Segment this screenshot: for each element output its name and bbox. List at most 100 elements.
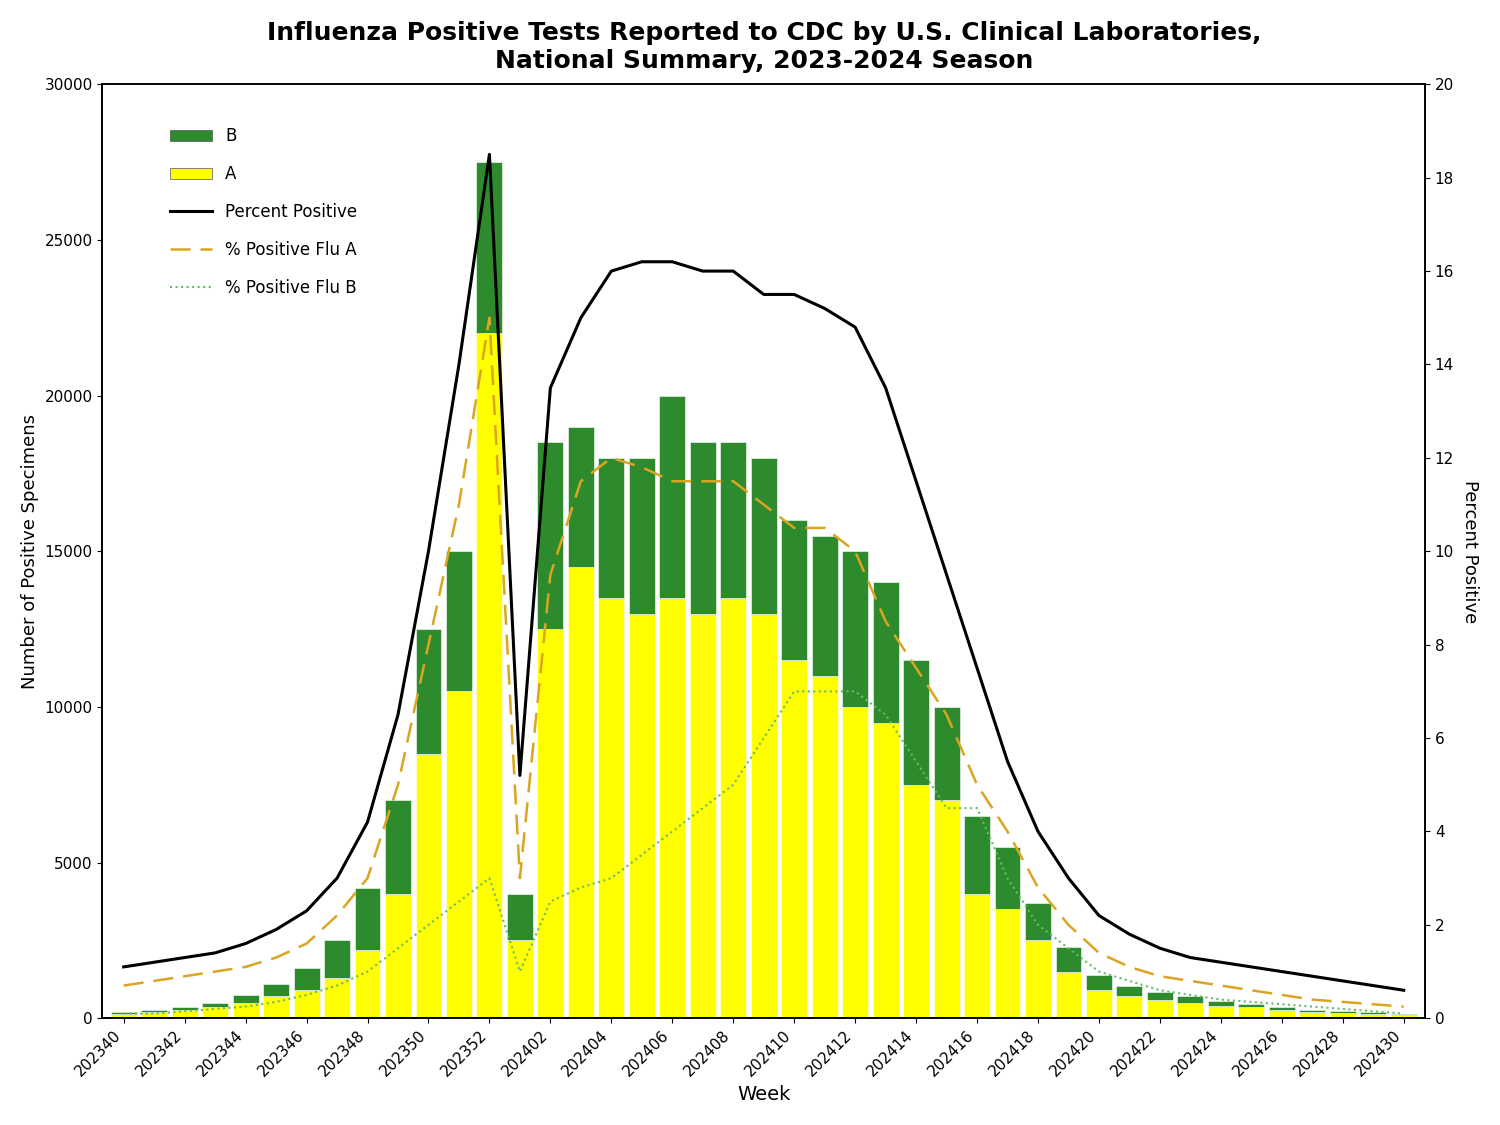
% Positive Flu A — [480, 310, 498, 324]
Percent Positive — [694, 264, 712, 278]
% Positive Flu A — [1212, 979, 1230, 992]
% Positive Flu A — [633, 460, 651, 474]
Bar — [568, 567, 594, 1018]
Legend: B, A, Percent Positive, % Positive Flu A, % Positive Flu B: B, A, Percent Positive, % Positive Flu A… — [164, 120, 364, 304]
% Positive Flu A — [1304, 993, 1322, 1007]
% Positive Flu B — [663, 825, 681, 838]
Bar — [477, 333, 502, 1018]
Bar — [262, 984, 290, 997]
Bar — [111, 1014, 136, 1018]
Bar — [446, 692, 472, 1018]
% Positive Flu A — [1395, 1000, 1413, 1014]
Bar — [720, 442, 746, 598]
% Positive Flu B — [1120, 974, 1138, 988]
Bar — [1299, 1009, 1326, 1012]
% Positive Flu B — [1029, 918, 1047, 931]
Percent Positive — [267, 922, 285, 936]
Bar — [294, 969, 320, 990]
% Positive Flu A — [542, 568, 560, 582]
% Positive Flu A — [1029, 881, 1047, 894]
Percent Positive — [876, 381, 894, 395]
Percent Positive — [1304, 970, 1322, 983]
% Positive Flu B — [480, 872, 498, 885]
% Positive Flu B — [267, 996, 285, 1009]
Bar — [324, 940, 350, 978]
Bar — [1148, 992, 1173, 1000]
% Positive Flu B — [146, 1007, 164, 1020]
% Positive Flu A — [1242, 983, 1260, 997]
Bar — [324, 978, 350, 1018]
Bar — [1390, 1015, 1416, 1018]
Bar — [690, 442, 715, 613]
% Positive Flu A — [237, 960, 255, 973]
Bar — [416, 754, 441, 1018]
% Positive Flu A — [908, 662, 926, 675]
Line: Percent Positive: Percent Positive — [123, 154, 1404, 990]
% Positive Flu B — [1365, 1005, 1383, 1018]
Bar — [903, 785, 928, 1018]
Bar — [1269, 1010, 1294, 1018]
Percent Positive — [846, 321, 864, 334]
Bar — [141, 1012, 166, 1018]
Bar — [628, 613, 656, 1018]
% Positive Flu B — [754, 731, 772, 745]
% Positive Flu A — [1182, 974, 1200, 988]
% Positive Flu A — [114, 979, 132, 992]
% Positive Flu B — [206, 1002, 224, 1016]
Percent Positive — [1242, 960, 1260, 973]
% Positive Flu A — [420, 638, 438, 651]
Bar — [994, 847, 1020, 909]
Bar — [1239, 1004, 1264, 1007]
Bar — [933, 800, 960, 1018]
% Positive Flu B — [297, 988, 315, 1001]
% Positive Flu B — [420, 918, 438, 931]
% Positive Flu B — [237, 1000, 255, 1014]
Bar — [1086, 990, 1112, 1018]
Line: % Positive Flu B: % Positive Flu B — [123, 692, 1404, 1014]
Bar — [752, 458, 777, 613]
Bar — [903, 660, 928, 785]
% Positive Flu A — [816, 521, 834, 534]
Percent Positive — [512, 768, 530, 782]
Bar — [1269, 1007, 1294, 1010]
Percent Positive — [603, 264, 621, 278]
% Positive Flu B — [938, 801, 956, 814]
Y-axis label: Percent Positive: Percent Positive — [1461, 479, 1479, 623]
Bar — [446, 551, 472, 692]
Percent Positive — [1212, 955, 1230, 969]
Bar — [1299, 1012, 1326, 1018]
Bar — [660, 598, 686, 1018]
% Positive Flu B — [908, 755, 926, 768]
Percent Positive — [754, 288, 772, 302]
% Positive Flu A — [206, 965, 224, 979]
Percent Positive — [784, 288, 802, 302]
Bar — [1056, 972, 1082, 1018]
Bar — [232, 994, 258, 1002]
Bar — [964, 816, 990, 893]
% Positive Flu B — [328, 979, 346, 992]
% Positive Flu B — [1212, 993, 1230, 1007]
Percent Positive — [297, 904, 315, 918]
Bar — [660, 396, 686, 598]
% Positive Flu A — [846, 544, 864, 558]
% Positive Flu B — [633, 848, 651, 862]
% Positive Flu B — [1182, 988, 1200, 1001]
% Positive Flu A — [1150, 970, 1168, 983]
% Positive Flu A — [999, 825, 1017, 838]
Bar — [873, 583, 898, 722]
Percent Positive — [724, 264, 742, 278]
Bar — [171, 1010, 198, 1018]
% Positive Flu B — [876, 708, 894, 721]
Line: % Positive Flu A: % Positive Flu A — [123, 317, 1404, 1007]
Bar — [628, 458, 656, 613]
Bar — [994, 909, 1020, 1018]
Bar — [1178, 1002, 1203, 1018]
% Positive Flu B — [512, 965, 530, 979]
% Positive Flu A — [1120, 960, 1138, 973]
Bar — [752, 613, 777, 1018]
Percent Positive — [1120, 927, 1138, 940]
Bar — [111, 1012, 136, 1014]
% Positive Flu B — [1059, 942, 1077, 955]
% Positive Flu A — [694, 475, 712, 488]
Bar — [1116, 997, 1143, 1018]
